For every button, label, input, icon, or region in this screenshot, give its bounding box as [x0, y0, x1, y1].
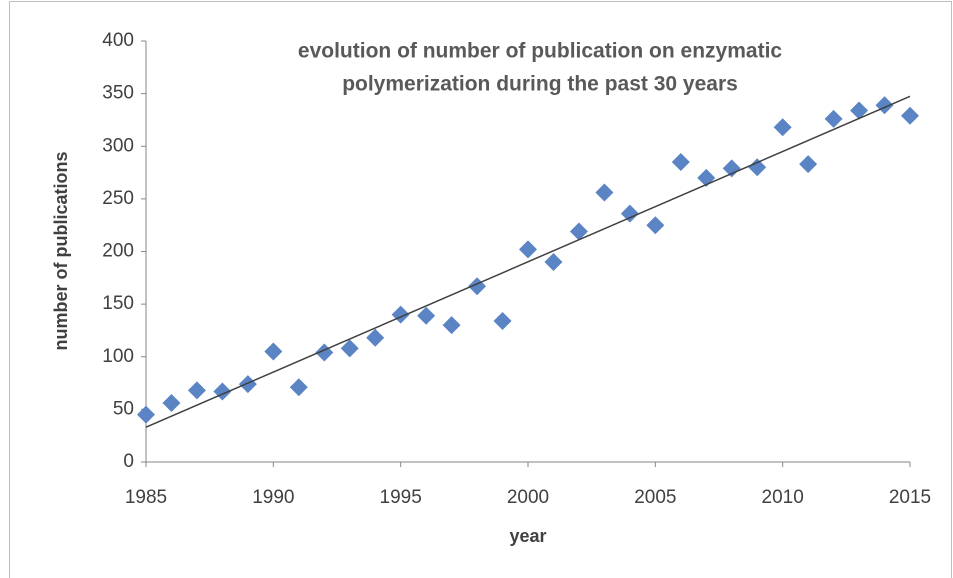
trendline	[145, 95, 911, 428]
x-tick-label: 2005	[634, 487, 676, 508]
point	[162, 394, 181, 413]
chart-title: evolution of number of publication on en…	[298, 40, 783, 63]
point	[544, 253, 563, 272]
x-tick-label: 1985	[125, 487, 167, 508]
point	[289, 378, 308, 397]
y-tick-label: 250	[102, 188, 134, 209]
y-tick-label: 150	[102, 293, 134, 314]
point	[824, 109, 843, 128]
x-tick-label: 2000	[507, 487, 549, 508]
point	[850, 101, 869, 120]
y-tick-label: 400	[102, 30, 134, 51]
chart-title: polymerization during the past 30 years	[342, 73, 738, 96]
point	[671, 153, 690, 172]
point	[901, 106, 919, 125]
y-tick-label: 350	[102, 83, 134, 104]
x-tick-label: 1995	[380, 487, 422, 508]
y-tick-label: 0	[123, 451, 134, 472]
y-tick-label: 100	[102, 346, 134, 367]
point	[722, 159, 741, 178]
point	[366, 328, 385, 347]
point	[773, 118, 792, 137]
x-tick-label: 2015	[889, 487, 931, 508]
point	[620, 204, 639, 223]
x-tick-label: 2010	[762, 487, 804, 508]
point	[187, 381, 206, 400]
y-axis-label: number of publications	[51, 151, 71, 350]
x-axis-label: year	[509, 526, 546, 546]
chart-frame	[9, 1, 952, 578]
point	[238, 375, 257, 394]
x-tick-label: 1990	[252, 487, 294, 508]
point	[442, 316, 461, 335]
point	[799, 155, 818, 174]
y-tick-label: 300	[102, 135, 134, 156]
point	[569, 222, 588, 241]
point	[417, 306, 436, 325]
point	[493, 311, 512, 330]
point	[264, 342, 283, 361]
point	[595, 183, 614, 202]
y-tick-label: 200	[102, 241, 134, 262]
point	[137, 405, 155, 424]
point	[748, 158, 767, 177]
point	[340, 339, 359, 358]
point	[519, 240, 537, 259]
point	[646, 216, 665, 235]
y-tick-label: 50	[113, 398, 134, 419]
